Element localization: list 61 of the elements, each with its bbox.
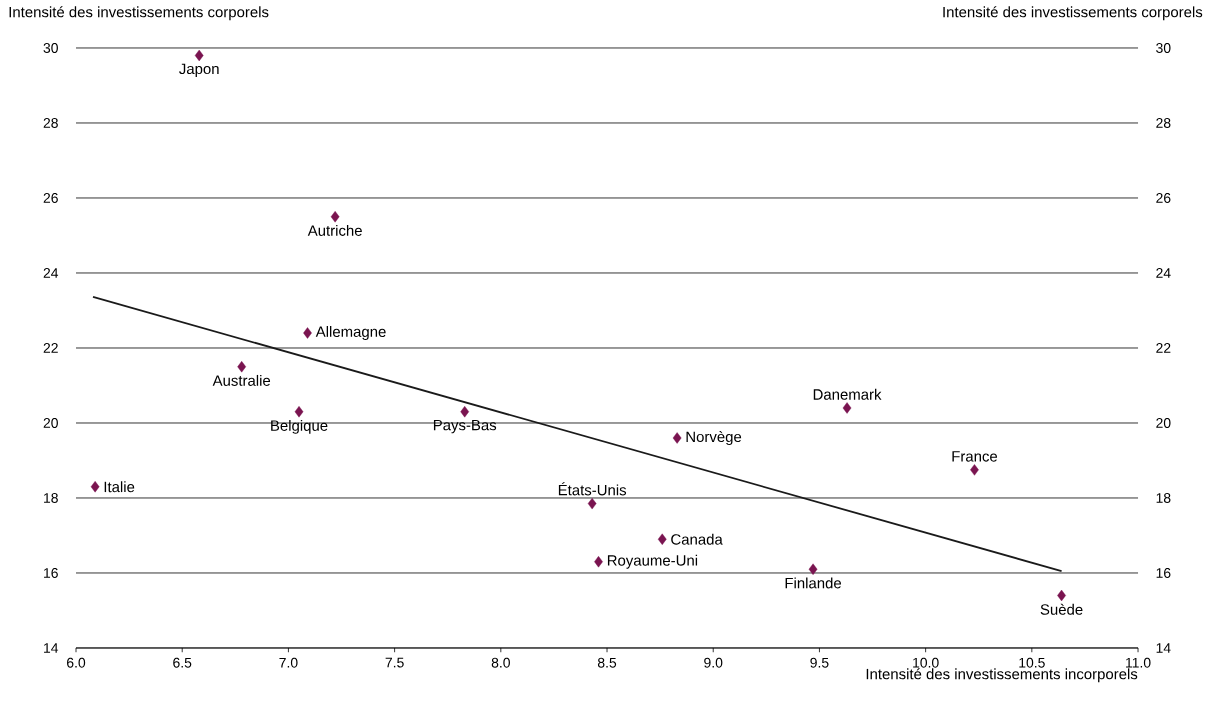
series-label: Canada bbox=[671, 533, 723, 545]
series-label: Norvège bbox=[686, 430, 742, 446]
x-tick-label: 9.5 bbox=[810, 657, 829, 668]
y-tick-label: 28 bbox=[43, 118, 58, 128]
y2-tick-label: 16 bbox=[1156, 568, 1171, 578]
x-tick-label: 8.0 bbox=[491, 657, 510, 668]
x-tick-label: 6.0 bbox=[67, 657, 86, 668]
series-label: Australie bbox=[212, 374, 271, 386]
point bbox=[90, 481, 100, 493]
series-label: Japon bbox=[179, 63, 219, 78]
point bbox=[294, 406, 304, 418]
series-label: Pays-Bas bbox=[433, 419, 497, 434]
y2-tick-label: 14 bbox=[1156, 643, 1171, 653]
x-tick-label: 9.0 bbox=[704, 657, 723, 668]
y2-tick-label: 30 bbox=[1156, 43, 1171, 53]
series-label: États-Unis bbox=[558, 482, 627, 496]
y-tick-label: 16 bbox=[44, 568, 58, 578]
x-tick-label: 10.0 bbox=[913, 657, 939, 668]
point bbox=[594, 556, 603, 568]
x-tick-label: 11.0 bbox=[1126, 657, 1151, 668]
y2-axis-title: Intensité des investissements corporels bbox=[943, 6, 1203, 21]
x-tick-label: 7.5 bbox=[385, 657, 404, 668]
point bbox=[237, 361, 246, 373]
point bbox=[970, 464, 979, 476]
point bbox=[303, 327, 312, 339]
point bbox=[842, 402, 852, 414]
y2-tick-label: 18 bbox=[1156, 493, 1171, 503]
y-tick-label: 24 bbox=[43, 268, 59, 278]
y-tick-label: 26 bbox=[43, 193, 58, 203]
point bbox=[460, 406, 470, 418]
point bbox=[657, 533, 667, 545]
y2-tick-label: 24 bbox=[1156, 268, 1171, 278]
y-tick-label: 30 bbox=[43, 43, 58, 53]
y-axis-title: Intensité des investissements corporels bbox=[9, 6, 269, 21]
x-tick-label: 6.5 bbox=[173, 657, 192, 668]
series-label: Danemark bbox=[813, 388, 882, 400]
y-tick-label: 18 bbox=[44, 493, 58, 503]
x-tick-label: 8.5 bbox=[597, 657, 617, 668]
series-label: France bbox=[952, 451, 998, 462]
y2-tick-label: 20 bbox=[1156, 418, 1171, 428]
y2-tick-label: 22 bbox=[1156, 343, 1171, 353]
series-label: Finlande bbox=[785, 577, 842, 589]
point bbox=[330, 211, 340, 223]
y-tick-label: 20 bbox=[43, 418, 58, 428]
series-label: Royaume-Uni bbox=[607, 554, 698, 569]
series-label: Belgique bbox=[271, 419, 328, 434]
point bbox=[808, 563, 818, 575]
x-tick-label: 10.5 bbox=[1019, 657, 1045, 668]
point bbox=[587, 497, 597, 510]
x-tick-label: 7.0 bbox=[279, 657, 298, 668]
y-tick-label: 22 bbox=[43, 343, 58, 353]
series-label: Autriche bbox=[307, 224, 362, 236]
series-label: Allemagne bbox=[315, 326, 386, 340]
y2-tick-label: 28 bbox=[1156, 118, 1171, 128]
y-tick-label: 14 bbox=[44, 643, 59, 653]
x-axis-title: Intensité des investissements incorporels bbox=[866, 668, 1138, 683]
series-label: Italie bbox=[104, 481, 135, 493]
series-label: Suède bbox=[1040, 603, 1083, 615]
point bbox=[194, 49, 204, 62]
y2-tick-label: 26 bbox=[1156, 193, 1171, 203]
point bbox=[672, 432, 682, 444]
